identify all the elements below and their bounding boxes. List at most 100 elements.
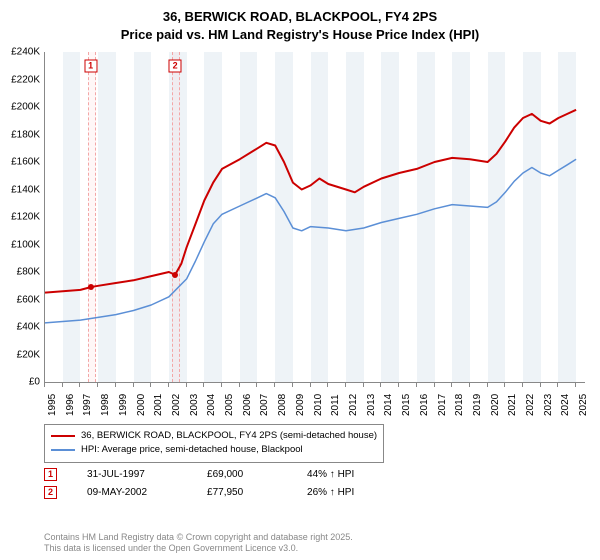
sale-marker-badge: 1 xyxy=(84,60,97,73)
x-tick-mark xyxy=(168,382,169,387)
x-tick-label: 2000 xyxy=(136,394,147,416)
x-tick-mark xyxy=(239,382,240,387)
x-tick-mark xyxy=(310,382,311,387)
y-tick-label: £100K xyxy=(11,239,40,250)
y-tick-label: £40K xyxy=(17,322,40,333)
copyright-line: Contains HM Land Registry data © Crown c… xyxy=(44,532,353,543)
sale-marker-badge: 1 xyxy=(44,468,57,481)
x-tick-mark xyxy=(274,382,275,387)
x-tick-label: 2019 xyxy=(472,394,483,416)
x-tick-label: 2016 xyxy=(419,394,430,416)
sale-marker-badge: 2 xyxy=(44,486,57,499)
x-tick-mark xyxy=(203,382,204,387)
x-tick-label: 2023 xyxy=(543,394,554,416)
x-tick-mark xyxy=(292,382,293,387)
x-tick-mark xyxy=(150,382,151,387)
y-tick-label: £80K xyxy=(17,267,40,278)
x-tick-mark xyxy=(256,382,257,387)
y-tick-label: £240K xyxy=(11,47,40,58)
x-tick-label: 2021 xyxy=(507,394,518,416)
copyright: Contains HM Land Registry data © Crown c… xyxy=(44,532,353,555)
copyright-line: This data is licensed under the Open Gov… xyxy=(44,543,353,554)
y-tick-label: £20K xyxy=(17,349,40,360)
x-tick-mark xyxy=(504,382,505,387)
x-tick-mark xyxy=(522,382,523,387)
plot-area: 12 xyxy=(44,52,585,383)
x-tick-mark xyxy=(451,382,452,387)
x-tick-label: 2022 xyxy=(525,394,536,416)
x-tick-label: 2007 xyxy=(259,394,270,416)
x-tick-mark xyxy=(62,382,63,387)
x-tick-mark xyxy=(363,382,364,387)
x-tick-label: 2017 xyxy=(437,394,448,416)
y-tick-label: £220K xyxy=(11,74,40,85)
x-tick-mark xyxy=(115,382,116,387)
x-tick-mark xyxy=(97,382,98,387)
sale-marker-badge: 2 xyxy=(169,60,182,73)
x-tick-label: 2009 xyxy=(295,394,306,416)
x-tick-mark xyxy=(434,382,435,387)
x-tick-label: 2015 xyxy=(401,394,412,416)
x-tick-mark xyxy=(416,382,417,387)
sale-dot xyxy=(172,272,178,278)
title-line2: Price paid vs. HM Land Registry's House … xyxy=(0,26,600,44)
x-tick-mark xyxy=(133,382,134,387)
x-tick-label: 2002 xyxy=(171,394,182,416)
chart-container: 36, BERWICK ROAD, BLACKPOOL, FY4 2PS Pri… xyxy=(0,0,600,560)
y-tick-label: £60K xyxy=(17,294,40,305)
x-tick-label: 2005 xyxy=(224,394,235,416)
x-tick-mark xyxy=(345,382,346,387)
legend-row: 36, BERWICK ROAD, BLACKPOOL, FY4 2PS (se… xyxy=(51,429,377,443)
sale-price: £69,000 xyxy=(207,469,277,480)
sale-price: £77,950 xyxy=(207,487,277,498)
x-tick-label: 2001 xyxy=(153,394,164,416)
x-tick-label: 1998 xyxy=(100,394,111,416)
table-row: 1 31-JUL-1997 £69,000 44% ↑ HPI xyxy=(44,468,354,481)
x-tick-mark xyxy=(469,382,470,387)
x-tick-label: 2025 xyxy=(578,394,589,416)
x-tick-mark xyxy=(540,382,541,387)
legend-row: HPI: Average price, semi-detached house,… xyxy=(51,443,377,457)
x-tick-mark xyxy=(487,382,488,387)
x-tick-label: 2006 xyxy=(242,394,253,416)
y-tick-label: £180K xyxy=(11,129,40,140)
x-tick-label: 2013 xyxy=(366,394,377,416)
sale-dot xyxy=(88,284,94,290)
x-tick-mark xyxy=(221,382,222,387)
y-tick-label: £0 xyxy=(29,377,40,388)
x-tick-mark xyxy=(557,382,558,387)
sale-date: 31-JUL-1997 xyxy=(87,469,177,480)
legend-swatch xyxy=(51,435,75,437)
x-tick-mark xyxy=(44,382,45,387)
x-tick-label: 2014 xyxy=(383,394,394,416)
x-tick-mark xyxy=(575,382,576,387)
title-line1: 36, BERWICK ROAD, BLACKPOOL, FY4 2PS xyxy=(0,8,600,26)
x-tick-mark xyxy=(327,382,328,387)
legend-label: HPI: Average price, semi-detached house,… xyxy=(81,443,303,457)
sale-date: 09-MAY-2002 xyxy=(87,487,177,498)
x-tick-label: 2011 xyxy=(330,394,341,416)
legend-label: 36, BERWICK ROAD, BLACKPOOL, FY4 2PS (se… xyxy=(81,429,377,443)
table-row: 2 09-MAY-2002 £77,950 26% ↑ HPI xyxy=(44,486,354,499)
x-tick-mark xyxy=(79,382,80,387)
legend: 36, BERWICK ROAD, BLACKPOOL, FY4 2PS (se… xyxy=(44,424,384,463)
x-tick-label: 2008 xyxy=(277,394,288,416)
x-tick-label: 1999 xyxy=(118,394,129,416)
y-tick-label: £200K xyxy=(11,102,40,113)
y-tick-label: £140K xyxy=(11,184,40,195)
y-tick-label: £120K xyxy=(11,212,40,223)
legend-swatch xyxy=(51,449,75,451)
x-tick-label: 2020 xyxy=(490,394,501,416)
x-tick-mark xyxy=(380,382,381,387)
x-tick-label: 2018 xyxy=(454,394,465,416)
x-tick-label: 2024 xyxy=(560,394,571,416)
x-tick-mark xyxy=(398,382,399,387)
sale-delta: 44% ↑ HPI xyxy=(307,469,354,480)
series-hpi xyxy=(45,159,576,323)
x-tick-label: 2004 xyxy=(206,394,217,416)
x-tick-label: 2003 xyxy=(189,394,200,416)
x-tick-label: 1996 xyxy=(65,394,76,416)
x-tick-label: 1997 xyxy=(82,394,93,416)
x-tick-label: 1995 xyxy=(47,394,58,416)
x-tick-label: 2012 xyxy=(348,394,359,416)
